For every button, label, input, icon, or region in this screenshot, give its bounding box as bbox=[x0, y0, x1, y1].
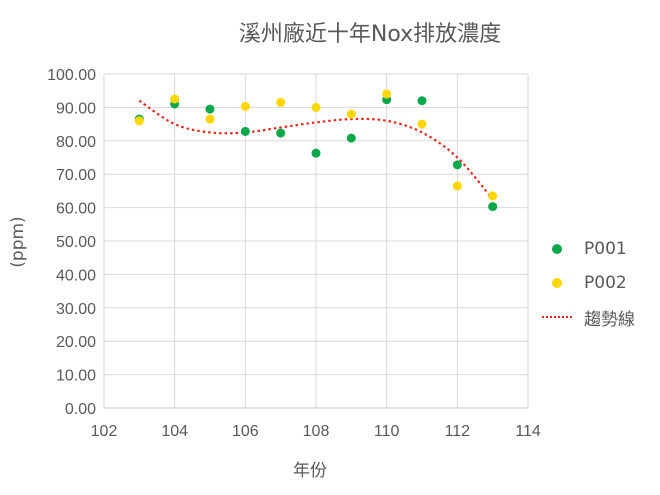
y-tick-label: 70.00 bbox=[56, 167, 96, 184]
legend-item-p002: P002 bbox=[542, 266, 635, 300]
x-tick-label: 102 bbox=[91, 423, 118, 440]
y-tick-label: 60.00 bbox=[56, 201, 96, 218]
legend-label-p001: P001 bbox=[584, 239, 627, 259]
legend-label-trendline: 趨勢線 bbox=[584, 309, 635, 330]
data-point-p001 bbox=[276, 128, 286, 138]
x-tick-label: 108 bbox=[303, 423, 330, 440]
y-tick-label: 0.00 bbox=[65, 401, 96, 418]
data-point-p002 bbox=[276, 97, 286, 107]
legend-item-p001: P001 bbox=[542, 232, 635, 266]
data-point-p002 bbox=[240, 101, 250, 111]
data-point-p001 bbox=[311, 148, 321, 158]
y-tick-label: 100.00 bbox=[47, 67, 96, 84]
data-point-p001 bbox=[240, 126, 250, 136]
legend-label-p002: P002 bbox=[584, 273, 627, 293]
gridlines bbox=[103, 73, 529, 409]
data-point-p002 bbox=[488, 191, 498, 201]
x-tick-label: 114 bbox=[515, 423, 541, 440]
y-tick-label: 30.00 bbox=[56, 301, 96, 318]
legend-marker-trendline bbox=[542, 307, 572, 327]
data-point-p001 bbox=[488, 202, 498, 212]
data-point-p001 bbox=[452, 160, 462, 170]
legend-item-trendline: 趨勢線 bbox=[542, 300, 635, 334]
trendline-path bbox=[138, 99, 494, 200]
data-point-p002 bbox=[382, 89, 392, 99]
data-point-p001 bbox=[205, 104, 215, 114]
x-tick-label: 104 bbox=[161, 423, 188, 440]
x-tick-label: 112 bbox=[445, 423, 471, 440]
y-tick-label: 40.00 bbox=[56, 267, 96, 284]
chart-title: 溪州廠近十年Nox排放濃度 bbox=[238, 22, 502, 47]
data-point-p002 bbox=[452, 181, 462, 191]
y-axis-label: (ppm) bbox=[8, 216, 28, 268]
trendline-layer bbox=[138, 99, 494, 200]
y-tick-label: 10.00 bbox=[56, 368, 96, 385]
data-point-p002 bbox=[205, 114, 215, 124]
x-tick-label: 106 bbox=[232, 423, 259, 440]
legend-marker-p001 bbox=[542, 239, 572, 259]
data-point-p002 bbox=[170, 94, 180, 104]
data-point-p001 bbox=[417, 96, 427, 106]
legend: P001 P002 趨勢線 bbox=[542, 232, 635, 334]
data-point-p002 bbox=[311, 102, 321, 112]
data-point-p002 bbox=[134, 116, 144, 126]
data-point-p002 bbox=[417, 119, 427, 129]
x-tick-label: 110 bbox=[374, 423, 400, 440]
y-tick-label: 80.00 bbox=[56, 134, 96, 151]
y-tick-label: 90.00 bbox=[56, 100, 96, 117]
data-point-p002 bbox=[346, 109, 356, 119]
data-point-p001 bbox=[346, 133, 356, 143]
legend-marker-p002 bbox=[542, 273, 572, 293]
axes: 0.00 10.00 20.00 30.00 40.00 50.00 60.00 70.00 8… bbox=[47, 67, 541, 440]
x-axis-label: 年份 bbox=[293, 461, 327, 481]
y-tick-label: 20.00 bbox=[56, 334, 96, 351]
data-points bbox=[134, 89, 498, 212]
y-tick-label: 50.00 bbox=[56, 234, 96, 251]
